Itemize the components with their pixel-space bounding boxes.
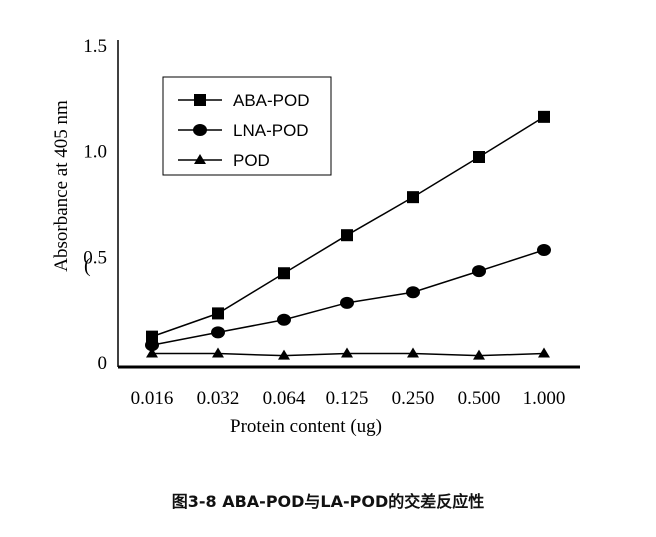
x-tick-label: 0.250 [392, 388, 435, 409]
data-point-pod [341, 347, 353, 358]
legend-marker-lna-pod [193, 124, 207, 136]
data-point-pod [407, 347, 419, 358]
data-point-lna-pod [211, 326, 225, 339]
legend-label-pod: POD [233, 151, 270, 170]
x-tick-label: 0.016 [131, 388, 174, 409]
x-tick-label: 0.125 [326, 388, 369, 409]
legend-label-lna-pod: LNA-POD [233, 121, 309, 140]
series-layer [145, 110, 551, 360]
data-point-pod [538, 347, 550, 358]
x-axis-label: Protein content (ug) [230, 416, 382, 437]
data-point-lna-pod [406, 286, 420, 299]
legend-items: ABA-POD LNA-POD POD [178, 91, 310, 170]
legend-label-aba-pod: ABA-POD [233, 91, 310, 110]
x-tick-labels: 0.016 0.032 0.064 0.125 0.250 0.500 1.000 [131, 388, 566, 409]
x-tick-label: 0.032 [197, 388, 240, 409]
figure-caption: 图3-8 ABA-POD与LA-POD的交差反应性 [171, 492, 485, 511]
data-point-aba-pod [146, 330, 158, 343]
data-point-lna-pod [537, 243, 551, 256]
data-point-aba-pod [212, 307, 224, 320]
y-tick-label: 0 [98, 353, 108, 374]
x-tick-label: 0.064 [263, 388, 306, 409]
legend-marker-aba-pod [194, 94, 206, 106]
y-tick-label: 0.5 [83, 247, 107, 268]
x-tick-label: 1.000 [523, 388, 566, 409]
legend: ABA-POD LNA-POD POD [162, 76, 332, 176]
data-point-lna-pod [277, 313, 291, 326]
data-point-aba-pod [473, 151, 485, 164]
y-axis-stray-mark: ( [84, 255, 91, 277]
y-tick-label: 1.0 [83, 142, 107, 163]
y-tick-labels: 0 0.5 1.0 1.5 [83, 36, 107, 374]
data-point-aba-pod [538, 110, 550, 123]
data-point-pod [212, 347, 224, 358]
y-tick-label: 1.5 [83, 36, 107, 57]
legend-box [162, 76, 332, 176]
data-point-lna-pod [340, 296, 354, 309]
chart-axes [117, 40, 580, 369]
data-point-lna-pod [472, 265, 486, 278]
data-point-pod [146, 347, 158, 358]
data-point-aba-pod [341, 229, 353, 242]
x-tick-label: 0.500 [458, 388, 501, 409]
y-axis-label: Absorbance at 405 nm [51, 100, 72, 272]
data-point-pod [473, 349, 485, 360]
data-point-aba-pod [278, 267, 290, 280]
data-point-aba-pod [407, 191, 419, 204]
legend-marker-pod [194, 154, 206, 164]
data-point-lna-pod [145, 339, 159, 352]
data-point-pod [278, 349, 290, 360]
